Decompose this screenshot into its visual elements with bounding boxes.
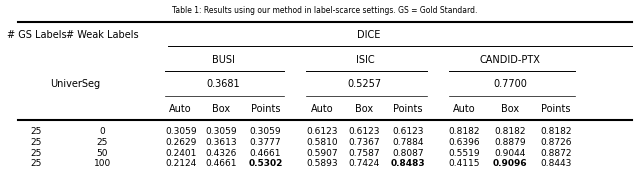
Text: 0.3777: 0.3777	[250, 138, 281, 147]
Text: 0.4115: 0.4115	[449, 159, 480, 168]
Text: 0.7367: 0.7367	[348, 138, 380, 147]
Text: 0.9044: 0.9044	[494, 149, 525, 158]
Text: Auto: Auto	[453, 104, 476, 114]
Text: Points: Points	[393, 104, 422, 114]
Text: 0.6396: 0.6396	[449, 138, 480, 147]
Text: 0.3613: 0.3613	[205, 138, 237, 147]
Text: 0.6123: 0.6123	[306, 127, 338, 136]
Text: Points: Points	[541, 104, 571, 114]
Text: 0.8182: 0.8182	[449, 127, 480, 136]
Text: Box: Box	[212, 104, 230, 114]
Text: 0.5810: 0.5810	[306, 138, 338, 147]
Text: 0.9096: 0.9096	[493, 159, 527, 168]
Text: Box: Box	[355, 104, 373, 114]
Text: Table 1: Results using our method in label-scarce settings. GS = Gold Standard.: Table 1: Results using our method in lab…	[172, 6, 477, 15]
Text: 0.5907: 0.5907	[306, 149, 338, 158]
Text: # GS Labels: # GS Labels	[6, 30, 67, 40]
Text: 0.7700: 0.7700	[493, 79, 527, 89]
Text: 50: 50	[97, 149, 108, 158]
Text: 100: 100	[93, 159, 111, 168]
Text: 0.8087: 0.8087	[392, 149, 424, 158]
Text: 0.8182: 0.8182	[494, 127, 526, 136]
Text: ISIC: ISIC	[355, 55, 374, 65]
Text: 25: 25	[31, 149, 42, 158]
Text: 0.3059: 0.3059	[165, 127, 196, 136]
Text: 0.7884: 0.7884	[392, 138, 424, 147]
Text: 0.4326: 0.4326	[206, 149, 237, 158]
Text: 0.8182: 0.8182	[540, 127, 572, 136]
Text: 25: 25	[31, 159, 42, 168]
Text: 0.2629: 0.2629	[165, 138, 196, 147]
Text: 0.3059: 0.3059	[205, 127, 237, 136]
Text: 0.2124: 0.2124	[165, 159, 196, 168]
Text: Auto: Auto	[170, 104, 192, 114]
Text: 0.3681: 0.3681	[206, 79, 240, 89]
Text: 0.5257: 0.5257	[348, 79, 382, 89]
Text: 0.6123: 0.6123	[348, 127, 380, 136]
Text: 25: 25	[97, 138, 108, 147]
Text: CANDID-PTX: CANDID-PTX	[479, 55, 540, 65]
Text: 0.8879: 0.8879	[494, 138, 526, 147]
Text: 0: 0	[99, 127, 105, 136]
Text: 0.5302: 0.5302	[248, 159, 283, 168]
Text: 0.8872: 0.8872	[540, 149, 572, 158]
Text: Box: Box	[501, 104, 519, 114]
Text: 25: 25	[31, 127, 42, 136]
Text: 25: 25	[31, 138, 42, 147]
Text: # Weak Labels: # Weak Labels	[66, 30, 139, 40]
Text: 0.6123: 0.6123	[392, 127, 424, 136]
Text: Auto: Auto	[310, 104, 333, 114]
Text: 0.5519: 0.5519	[449, 149, 480, 158]
Text: 0.8726: 0.8726	[540, 138, 572, 147]
Text: DICE: DICE	[356, 30, 380, 40]
Text: 0.7424: 0.7424	[348, 159, 380, 168]
Text: 0.3059: 0.3059	[250, 127, 281, 136]
Text: 0.8483: 0.8483	[390, 159, 425, 168]
Text: 0.4661: 0.4661	[205, 159, 237, 168]
Text: 0.2401: 0.2401	[165, 149, 196, 158]
Text: 0.4661: 0.4661	[250, 149, 281, 158]
Text: 0.7587: 0.7587	[348, 149, 380, 158]
Text: Points: Points	[251, 104, 280, 114]
Text: 0.5893: 0.5893	[306, 159, 338, 168]
Text: UniverSeg: UniverSeg	[51, 79, 100, 89]
Text: BUSI: BUSI	[212, 55, 234, 65]
Text: 0.8443: 0.8443	[540, 159, 572, 168]
